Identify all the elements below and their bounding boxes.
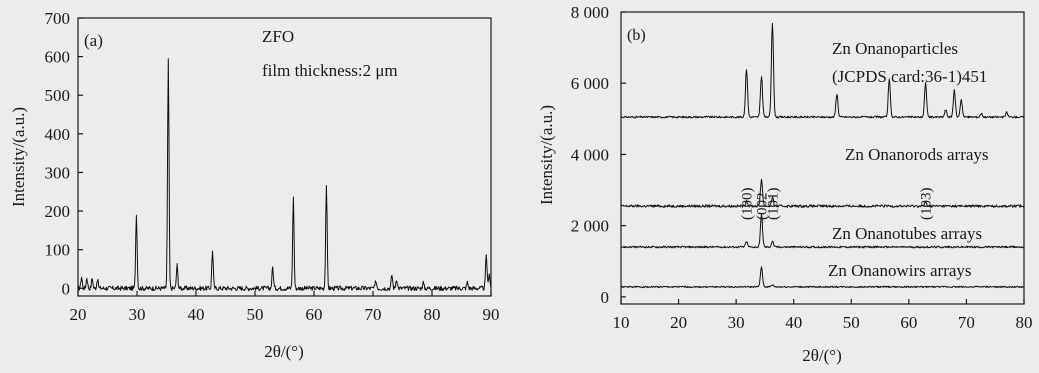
panel-b-y-tick-label: 8 000 bbox=[571, 3, 609, 22]
panel-a-y-axis-label: Intensity/(a.u.) bbox=[9, 107, 28, 207]
panel-b-y-tick-label: 0 bbox=[601, 288, 610, 307]
panel-a-title: ZFO bbox=[262, 27, 294, 46]
series-label-nanotubes: Zn Onanotubes arrays bbox=[832, 224, 982, 243]
panel-b-x-tick-label: 30 bbox=[728, 313, 745, 332]
panel-a-y-tick-label: 100 bbox=[45, 241, 71, 260]
panel-a-y-tick-label: 400 bbox=[45, 125, 71, 144]
panel-b-x-tick-label: 80 bbox=[1016, 313, 1033, 332]
panel-a-x-tick-label: 80 bbox=[424, 305, 441, 324]
panel-b-frame bbox=[620, 11, 1025, 305]
panel-b-y-axis-label: Intensity/(a.u.) bbox=[537, 105, 556, 205]
panel-b-y-tick-label: 4 000 bbox=[571, 145, 609, 164]
panel-a-x-tick-label: 70 bbox=[365, 305, 382, 324]
panel-b-label: (b) bbox=[627, 27, 646, 44]
series-label-nanorods: Zn Onanorods arrays bbox=[845, 145, 989, 164]
series-trace-nanoparticles bbox=[620, 22, 1024, 119]
series-label-nanowires: Zn Onanowirs arrays bbox=[828, 261, 972, 280]
peak-label: (101) bbox=[765, 188, 781, 221]
panel-a-y-tick-label: 0 bbox=[62, 279, 71, 298]
panel-b-x-tick-label: 70 bbox=[958, 313, 975, 332]
series-trace-nanowires bbox=[620, 266, 1025, 289]
panel-a-y-tick-label: 600 bbox=[45, 48, 71, 67]
panel-a-x-axis-label: 2θ/(°) bbox=[264, 342, 304, 361]
panel-a-x-tick-label: 40 bbox=[188, 305, 205, 324]
panel-a-x-tick-label: 20 bbox=[70, 305, 87, 324]
panel-a-x-tick-label: 50 bbox=[247, 305, 264, 324]
panel-a: 20 30 40 50 60 70 80 90 0 100 200 300 400 500 600 700 (… bbox=[9, 9, 500, 361]
panel-b-ticks: 10 20 30 40 50 60 70 80 0 2 000 4 000 6 000 8 000 bbox=[571, 3, 1033, 332]
panel-a-frame bbox=[77, 17, 492, 297]
panel-a-y-tick-label: 200 bbox=[45, 202, 71, 221]
panel-b-traces bbox=[620, 22, 1025, 289]
series-label-nanoparticles-card: (JCPDS card:36-1)451 bbox=[832, 67, 987, 86]
peak-label: (002 bbox=[754, 193, 770, 221]
peak-label: (103) bbox=[919, 188, 935, 221]
panel-b-x-tick-label: 50 bbox=[843, 313, 860, 332]
panel-b-y-tick-label: 6 000 bbox=[571, 74, 609, 93]
panel-b-x-tick-label: 40 bbox=[785, 313, 802, 332]
panel-b-peak-labels: (100)(002(101) (103) bbox=[740, 188, 935, 221]
panel-a-x-tick-label: 30 bbox=[129, 305, 146, 324]
panel-a-ticks: 20 30 40 50 60 70 80 90 0 100 200 300 400 500 600 700 bbox=[45, 9, 500, 324]
panel-b-y-tick-label: 2 000 bbox=[571, 217, 609, 236]
panel-a-xrd-trace bbox=[77, 58, 492, 292]
peak-label: (100) bbox=[740, 188, 756, 221]
series-trace-nanorods bbox=[620, 178, 1025, 208]
panel-b-x-tick-label: 60 bbox=[900, 313, 917, 332]
panel-a-y-tick-label: 500 bbox=[45, 86, 71, 105]
panel-b-x-axis-label: 2θ/(°) bbox=[802, 346, 842, 365]
panel-b: 10 20 30 40 50 60 70 80 0 2 000 4 000 6 000 8 000 (1… bbox=[537, 3, 1033, 365]
panel-b-x-tick-label: 10 bbox=[613, 313, 630, 332]
panel-a-x-tick-label: 90 bbox=[483, 305, 500, 324]
panel-a-label: (a) bbox=[84, 31, 103, 50]
series-label-nanoparticles: Zn Onanoparticles bbox=[832, 39, 958, 58]
panel-a-x-tick-label: 60 bbox=[306, 305, 323, 324]
panel-b-x-tick-label: 20 bbox=[670, 313, 687, 332]
panel-a-annotation: film thickness:2 μm bbox=[262, 61, 398, 80]
panel-a-y-tick-label: 700 bbox=[45, 9, 71, 28]
panel-a-y-tick-label: 300 bbox=[45, 163, 71, 182]
series-trace-nanotubes bbox=[620, 213, 1024, 249]
